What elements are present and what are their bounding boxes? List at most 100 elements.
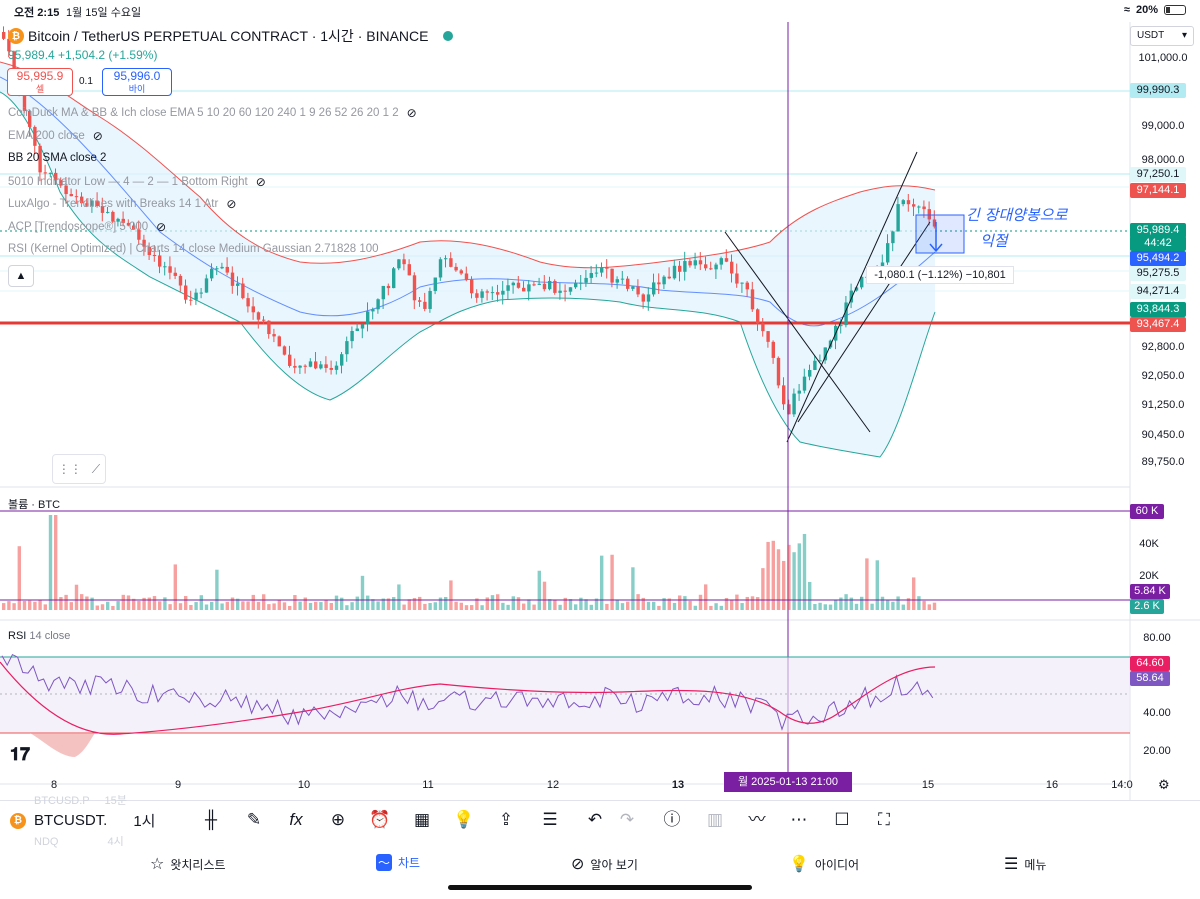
status-time: 오전 2:15 xyxy=(14,7,60,19)
volume-bar xyxy=(631,567,635,610)
chart-header[interactable]: ₿ Bitcoin / TetherUS PERPETUAL CONTRACT … xyxy=(8,26,453,46)
volume-bar xyxy=(490,595,495,610)
candle-body xyxy=(90,200,94,206)
status-date: 1월 15일 수요일 xyxy=(66,7,142,19)
volume-bar xyxy=(230,597,235,610)
indicator-bb[interactable]: BB 20 SMA close 2 xyxy=(8,152,106,164)
tab-chart[interactable]: 〜 차트 xyxy=(376,854,420,871)
rsi-scale-label: 80.00 xyxy=(1143,632,1171,644)
indicators-fx-icon[interactable]: fx xyxy=(289,810,303,829)
drag-handle-icon[interactable]: ⋮⋮ xyxy=(57,462,82,476)
volume-bar xyxy=(698,594,703,610)
collapse-legend-button[interactable]: ▲ xyxy=(8,265,34,287)
chart-canvas[interactable] xyxy=(0,22,1200,800)
volume-bar xyxy=(33,601,37,610)
volume-bar xyxy=(917,596,921,610)
buy-button[interactable]: 95,996.0 바이 xyxy=(102,68,172,96)
candle-type-icon[interactable]: ╫ xyxy=(204,810,218,829)
candle-body xyxy=(932,219,937,227)
share-icon[interactable]: ⇪ xyxy=(498,810,514,829)
eye-off-icon[interactable]: ⊘ xyxy=(255,175,266,189)
lightbulb-icon[interactable]: 💡 xyxy=(453,810,475,829)
volume-bar xyxy=(756,597,760,610)
candle-body xyxy=(714,264,718,270)
time-axis-label: 9 xyxy=(174,779,182,791)
volume-bar xyxy=(808,581,812,610)
eye-off-icon[interactable]: ⊘ xyxy=(156,220,167,234)
layout-grid-icon[interactable]: ▦ xyxy=(413,810,431,829)
volume-bar xyxy=(158,601,162,610)
ghost-symbol-label: NDQ xyxy=(34,836,59,848)
candle-body xyxy=(12,51,16,78)
square-icon[interactable]: ☐ xyxy=(834,810,850,829)
candle-body xyxy=(2,32,6,39)
sell-button[interactable]: 95,995.9 셀 xyxy=(7,68,73,96)
undo-icon[interactable]: ↶ xyxy=(587,810,603,829)
price-scale-label: 92,800.0 xyxy=(1141,341,1185,353)
candle-body xyxy=(792,393,796,415)
price-scale-label: 99,000.0 xyxy=(1141,120,1185,132)
volume-bar xyxy=(350,602,354,610)
indicator-acp[interactable]: ACP [Trendoscope®] 5 000 ⊘ xyxy=(8,220,166,234)
volume-bar xyxy=(303,597,307,610)
volume-bar xyxy=(464,605,469,610)
candle-body xyxy=(750,289,755,310)
candle-body xyxy=(901,200,905,205)
rsi-pane-label: RSI 14 close xyxy=(8,630,70,642)
candle-body xyxy=(85,203,89,206)
bar-chart-icon[interactable]: ▥ xyxy=(706,810,724,829)
candle-body xyxy=(771,341,775,358)
candle-body xyxy=(168,266,172,273)
volume-bar xyxy=(662,598,666,610)
volume-bar xyxy=(272,603,276,610)
candle-body xyxy=(126,222,131,226)
volume-bar xyxy=(470,605,474,610)
candle-body xyxy=(319,364,323,369)
indicator-coinduck[interactable]: CoinDuck MA & BB & Ich close EMA 5 10 20… xyxy=(8,106,417,120)
volume-bar xyxy=(80,594,84,610)
candle-body xyxy=(501,290,505,295)
eye-off-icon[interactable]: ⊘ xyxy=(92,129,103,143)
volume-bar xyxy=(693,605,697,610)
alarm-clock-icon[interactable]: ⏰ xyxy=(369,810,391,829)
candle-body xyxy=(693,260,697,266)
tab-explore[interactable]: ⊘ 알아 보기 xyxy=(571,854,638,874)
symbol-search-button[interactable]: ₿ BTCUSDT. 1시 xyxy=(10,810,156,831)
interval-button[interactable]: 1시 xyxy=(133,813,156,830)
settings-gear-icon[interactable]: ⚙ xyxy=(1158,777,1170,792)
info-icon[interactable]: ⓘ xyxy=(663,810,681,829)
add-to-list-icon[interactable]: ☰ xyxy=(542,810,558,829)
tab-menu[interactable]: ☰ 메뉴 xyxy=(1004,854,1046,874)
currency-selector[interactable]: USDT ▾ xyxy=(1130,26,1194,46)
market-open-indicator xyxy=(442,31,453,41)
eye-off-icon[interactable]: ⊘ xyxy=(406,106,417,120)
candle-body xyxy=(397,259,401,269)
indicator-luxalgo[interactable]: LuxAlgo - Trendlines with Breaks 14 1 At… xyxy=(8,197,236,211)
indicator-ema200[interactable]: EMA 200 close ⊘ xyxy=(8,129,103,143)
indicator-5010[interactable]: 5010 Indicator Low — 4 — 2 — 1 Bottom Ri… xyxy=(8,175,266,189)
indicator-rsi-kernel[interactable]: RSI (Kernel Optimized) | Charts 14 close… xyxy=(8,243,379,255)
add-plus-icon[interactable]: ⊕ xyxy=(330,810,346,829)
volume-bar xyxy=(579,597,583,610)
candle-body xyxy=(412,275,417,301)
volume-bar xyxy=(178,603,183,610)
more-icon[interactable]: ⋯ xyxy=(790,810,808,829)
volume-bar xyxy=(454,601,458,610)
tab-watchlist[interactable]: ☆ 왓치리스트 xyxy=(150,854,226,874)
pen-drawing-icon[interactable]: ✎ xyxy=(246,810,262,829)
eye-off-icon[interactable]: ⊘ xyxy=(226,197,237,211)
candle-body xyxy=(137,229,141,240)
redo-icon[interactable]: ↷ xyxy=(619,810,635,829)
drawing-floating-toolbar[interactable]: ⋮⋮ ⟋ xyxy=(52,454,106,484)
volume-bar xyxy=(854,603,859,610)
candle-body xyxy=(33,126,37,146)
tab-ideas[interactable]: 💡 아이디어 xyxy=(789,854,859,874)
candle-body xyxy=(922,206,926,210)
volume-bar xyxy=(69,602,73,610)
toolbar-symbol: BTCUSDT. xyxy=(34,812,108,829)
trendline-tool-icon[interactable]: ⟋ xyxy=(91,461,101,476)
compare-icon[interactable]: 〰 xyxy=(748,810,766,829)
fullscreen-icon[interactable]: ⛶ xyxy=(878,810,890,829)
symbol-title[interactable]: Bitcoin / TetherUS PERPETUAL CONTRACT · … xyxy=(28,28,429,44)
volume-bar xyxy=(126,595,131,610)
